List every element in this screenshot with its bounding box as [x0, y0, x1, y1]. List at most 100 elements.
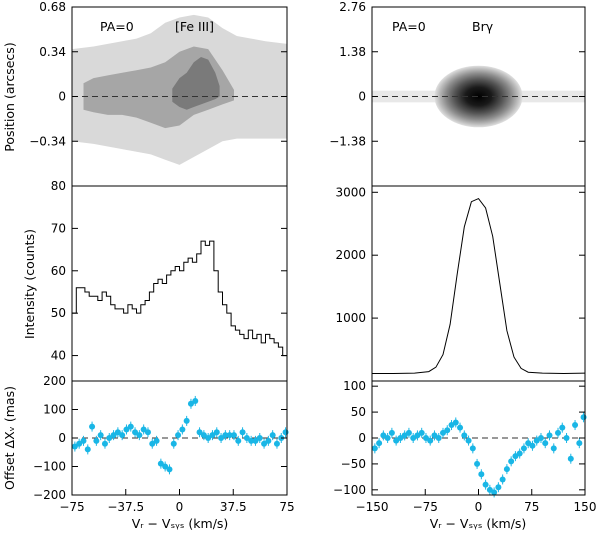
y-ticks: 3000 2000 1000	[335, 185, 585, 325]
data-point	[114, 429, 121, 436]
data-point	[452, 419, 459, 426]
data-point	[269, 432, 276, 439]
data-point	[84, 446, 91, 453]
data-point	[187, 400, 194, 407]
data-point	[101, 440, 108, 447]
y-ticks: 80 70 60 50 40	[51, 179, 287, 363]
data-point	[580, 414, 587, 421]
x-axis-title: Vᵣ − Vₛᵧₛ (km/s)	[430, 516, 527, 531]
y-ticks: 2.76 1.38 0 −1.38	[329, 0, 585, 187]
y-tick-label: 0.68	[39, 0, 66, 14]
brg-intensity-line	[372, 197, 585, 375]
data-point	[405, 429, 412, 436]
y-tick-label: 50	[51, 306, 66, 320]
data-point	[93, 437, 100, 444]
data-point	[376, 440, 383, 447]
data-point	[235, 437, 242, 444]
panel-right-middle: 3000 2000 1000	[335, 185, 586, 382]
data-point	[503, 466, 510, 473]
fe-intensity-line	[72, 240, 287, 357]
data-point	[123, 426, 130, 433]
y-ticks: 0.68 0.34 0 −0.34	[29, 0, 287, 187]
y-axis-title: Offset ΔXᵥ (mas)	[2, 386, 17, 490]
data-point	[136, 432, 143, 439]
data-point	[119, 432, 126, 439]
y-axis-title: Intensity (counts)	[22, 229, 37, 339]
y-tick-label: 0	[358, 431, 366, 445]
data-point	[469, 445, 476, 452]
data-point	[388, 429, 395, 436]
fe-position-map	[72, 14, 287, 165]
y-ticks: 100 50 0 −50 −100	[333, 379, 585, 497]
data-point	[140, 426, 147, 433]
data-point	[218, 435, 225, 441]
data-point	[265, 437, 272, 444]
y-tick-label: 50	[351, 405, 366, 419]
y-tick-label: 1000	[335, 311, 366, 325]
data-point	[200, 432, 207, 439]
data-point	[282, 429, 289, 436]
panel-right-top: 2.76 1.38 0 −1.38 PA=0 Brγ	[329, 0, 586, 187]
data-point	[213, 429, 220, 436]
data-point	[252, 437, 259, 444]
data-point	[576, 440, 583, 447]
data-point	[546, 432, 553, 439]
axes-frame	[71, 185, 288, 382]
data-point	[76, 440, 83, 447]
data-point	[572, 422, 579, 429]
x-tick-label: −75	[413, 500, 438, 514]
data-point	[205, 435, 212, 441]
data-point	[89, 423, 96, 430]
data-point	[520, 445, 527, 452]
data-point	[230, 432, 237, 439]
y-ticks: 200 100 0 −100 −200	[33, 374, 287, 502]
data-point	[542, 440, 549, 447]
brg-offset-points	[371, 412, 587, 498]
data-point	[132, 429, 139, 436]
x-tick-label: 75	[524, 500, 539, 514]
y-tick-label: 2.76	[339, 0, 366, 14]
data-point	[71, 443, 78, 450]
data-point	[239, 429, 246, 436]
data-point	[157, 460, 164, 467]
data-point	[179, 426, 186, 433]
axes-frame	[371, 185, 586, 382]
data-point	[427, 437, 434, 444]
data-point	[465, 437, 472, 444]
y-tick-label: −50	[341, 457, 366, 471]
data-point	[170, 440, 177, 447]
data-point	[127, 423, 134, 430]
data-point	[166, 466, 173, 473]
data-point	[491, 489, 498, 496]
y-tick-label: 3000	[335, 185, 366, 199]
data-point	[222, 432, 229, 439]
panel-left-middle: 80 70 60 50 40 Intensity (counts)	[22, 179, 288, 382]
y-tick-label: 1.38	[339, 45, 366, 59]
data-point	[153, 437, 160, 444]
y-tick-label: −200	[33, 488, 66, 502]
pa-label: PA=0	[100, 19, 134, 34]
data-point	[80, 437, 87, 444]
data-point	[192, 397, 199, 404]
y-axis-title: Position (arcsecs)	[2, 42, 17, 151]
y-tick-label: 100	[343, 379, 366, 393]
data-point	[384, 435, 391, 441]
data-point	[248, 437, 255, 444]
y-tick-label: 200	[43, 374, 66, 388]
data-point	[457, 424, 464, 431]
data-point	[537, 435, 544, 441]
y-tick-label: −0.34	[29, 134, 66, 148]
x-tick-label: −150	[356, 500, 389, 514]
y-tick-label: 100	[43, 403, 66, 417]
y-tick-label: −100	[333, 483, 366, 497]
data-point	[162, 463, 169, 470]
data-point	[183, 417, 190, 424]
data-point	[516, 450, 523, 457]
data-point	[196, 429, 203, 436]
data-point	[209, 432, 216, 439]
x-tick-label: 0	[475, 500, 483, 514]
data-point	[149, 440, 156, 447]
data-point	[482, 481, 489, 488]
panel-right-bottom: 100 50 0 −50 −100 −150 −75 0 75 150 Vᵣ − Vₛᵧₛ (k…	[333, 379, 596, 531]
x-tick-label: −37.5	[107, 500, 144, 514]
